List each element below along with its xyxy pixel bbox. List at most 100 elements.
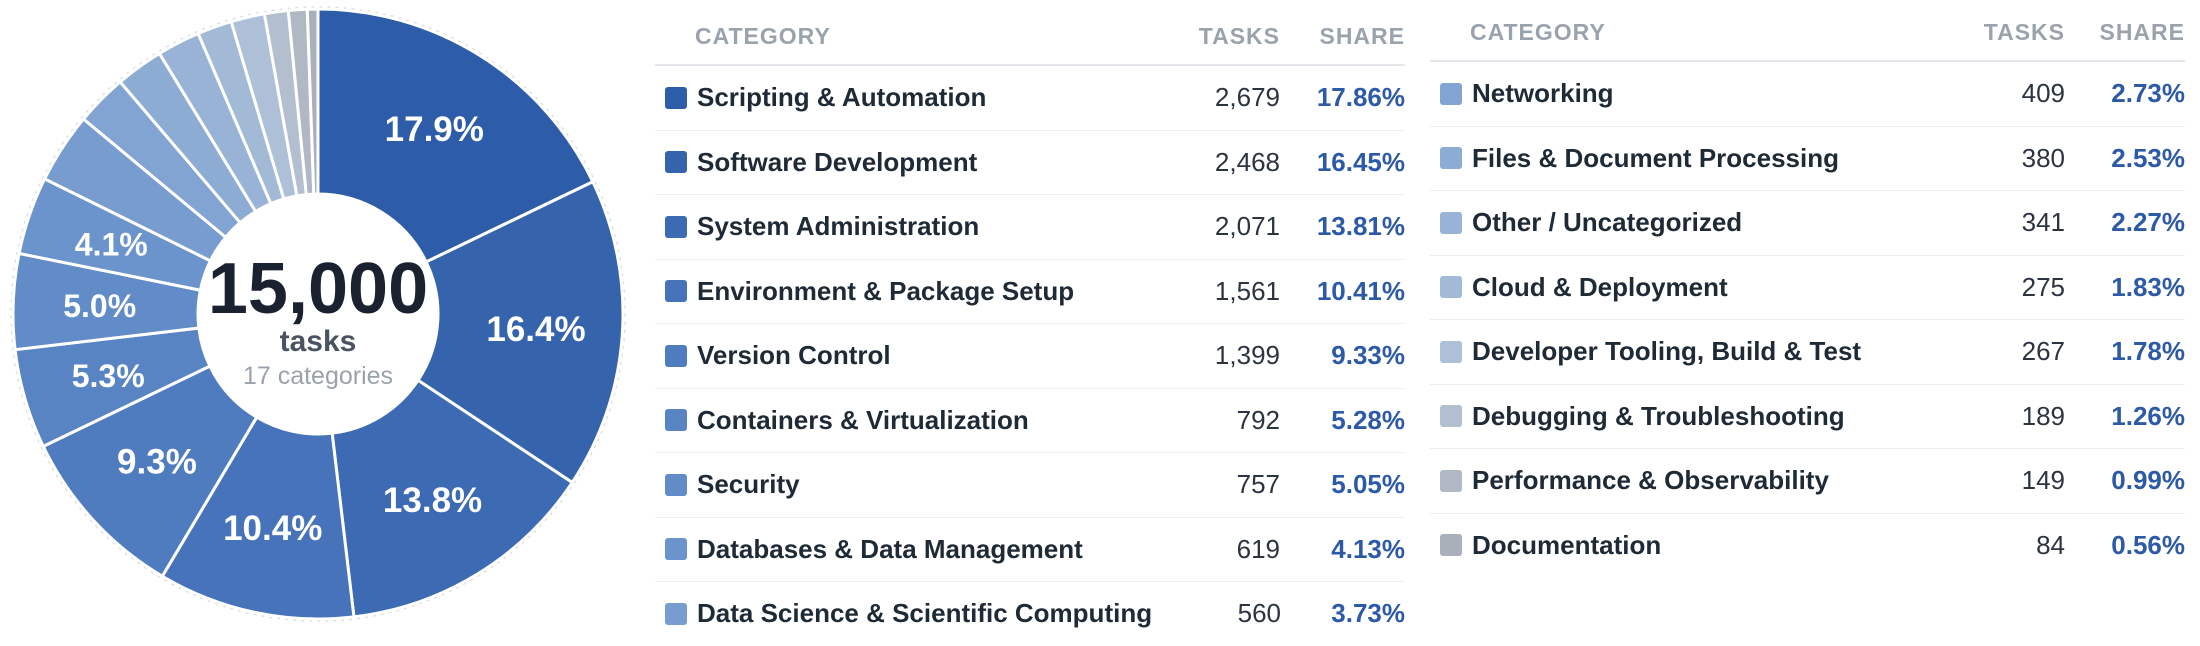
header-category: CATEGORY [695, 22, 831, 49]
row-category: Security [655, 469, 1150, 500]
share-percent: 1.78% [2111, 336, 2185, 367]
donut-outer-ring [10, 6, 626, 622]
task-count: 619 [1236, 533, 1280, 564]
color-swatch [1440, 82, 1462, 105]
share-percent: 0.56% [2111, 529, 2185, 560]
category-name: Data Science & Scientific Computing [697, 598, 1153, 629]
donut-slice [305, 7, 320, 196]
share-percent: 17.86% [1316, 82, 1405, 113]
category-name: Networking [1472, 78, 1614, 109]
color-swatch [1440, 405, 1462, 428]
table-row: System Administration 2,071 13.81% [655, 195, 1405, 260]
row-category: Environment & Package Setup [655, 276, 1150, 307]
slice-label: 17.9% [385, 110, 484, 149]
table-row: Environment & Package Setup 1,561 10.41% [655, 260, 1405, 324]
category-table-right: CATEGORY TASKS SHARE Networking 409 2.73% F… [1430, 4, 2185, 577]
donut-slice [330, 378, 575, 619]
task-count: 2,679 [1214, 82, 1280, 113]
center-total: 15,000 [208, 249, 428, 329]
row-category: Software Development [655, 147, 1150, 178]
table-row: Scripting & Automation 2,679 17.86% [655, 66, 1405, 131]
share-percent: 5.05% [1331, 469, 1405, 500]
header-tasks: TASKS [1983, 18, 2065, 45]
header-tasks: TASKS [1198, 22, 1280, 49]
color-swatch [665, 215, 687, 238]
table-header: CATEGORY TASKS SHARE [655, 8, 1405, 66]
category-name: Other / Uncategorized [1472, 207, 1743, 238]
table-row: Developer Tooling, Build & Test 267 1.78% [1430, 320, 2185, 385]
color-swatch [1440, 211, 1462, 234]
table-row: Containers & Virtualization 792 5.28% [655, 389, 1405, 453]
category-name: System Administration [697, 211, 980, 242]
table-header: CATEGORY TASKS SHARE [1430, 4, 2185, 62]
share-percent: 2.73% [2111, 78, 2185, 109]
share-percent: 1.83% [2111, 271, 2185, 302]
row-category: Developer Tooling, Build & Test [1430, 336, 1925, 367]
slice-label: 5.3% [72, 358, 145, 394]
share-percent: 13.81% [1316, 211, 1405, 242]
task-count: 189 [2021, 400, 2065, 431]
task-count: 267 [2021, 336, 2065, 367]
table-row: Performance & Observability 149 0.99% [1430, 449, 2185, 514]
color-swatch [665, 538, 687, 561]
color-swatch [1440, 534, 1462, 557]
table-row: Other / Uncategorized 341 2.27% [1430, 191, 2185, 256]
share-percent: 3.73% [1331, 598, 1405, 629]
color-swatch [665, 473, 687, 496]
donut-slice [160, 415, 356, 621]
color-swatch [665, 344, 687, 367]
header-share: SHARE [1319, 22, 1405, 49]
share-percent: 2.53% [2111, 142, 2185, 173]
task-count: 560 [1237, 598, 1282, 629]
table-row: Data Science & Scientific Computing 560 3.… [655, 582, 1405, 646]
table-row: Files & Document Processing 380 2.53% [1430, 127, 2185, 191]
color-swatch [665, 151, 687, 174]
category-name: Cloud & Deployment [1472, 271, 1728, 302]
share-percent: 1.26% [2111, 400, 2185, 431]
category-name: Security [697, 469, 800, 500]
share-percent: 9.33% [1331, 340, 1405, 371]
share-percent: 4.13% [1331, 533, 1405, 564]
row-category: Containers & Virtualization [655, 405, 1150, 436]
task-count: 84 [2036, 529, 2065, 560]
table-row: Networking 409 2.73% [1430, 62, 2185, 127]
color-swatch [1440, 469, 1462, 492]
slice-label: 4.1% [75, 226, 148, 262]
category-name: Containers & Virtualization [697, 404, 1029, 435]
row-category: Files & Document Processing [1430, 143, 1925, 174]
table-row: Version Control 1,399 9.33% [655, 324, 1405, 389]
color-swatch [1440, 147, 1462, 170]
table-row: Security 757 5.05% [655, 453, 1405, 518]
category-name: Documentation [1472, 529, 1662, 560]
category-name: Debugging & Troubleshooting [1472, 400, 1845, 431]
row-category: Scripting & Automation [655, 82, 1150, 113]
row-category: Networking [1430, 78, 1925, 109]
color-swatch [665, 602, 687, 625]
task-count: 149 [2021, 465, 2065, 496]
task-count: 380 [2021, 142, 2065, 173]
category-name: Databases & Data Management [697, 533, 1083, 564]
task-count: 1,399 [1214, 340, 1280, 371]
category-name: Scripting & Automation [697, 82, 987, 113]
category-name: Version Control [697, 340, 891, 371]
donut-slice [41, 364, 259, 579]
color-swatch [1440, 276, 1462, 299]
category-name: Software Development [697, 146, 978, 177]
share-percent: 10.41% [1316, 275, 1405, 306]
row-category: Version Control [655, 340, 1150, 371]
row-category: Databases & Data Management [655, 534, 1150, 565]
row-category: Debugging & Troubleshooting [1430, 401, 1925, 432]
task-count: 409 [2021, 78, 2065, 109]
table-row: Databases & Data Management 619 4.13% [655, 518, 1405, 582]
share-percent: 16.45% [1316, 146, 1405, 177]
task-count: 2,468 [1214, 146, 1280, 177]
center-subtitle: 17 categories [243, 362, 393, 390]
share-percent: 5.28% [1331, 404, 1405, 435]
color-swatch [1440, 340, 1462, 363]
row-category: Data Science & Scientific Computing [655, 598, 1152, 629]
category-name: Files & Document Processing [1472, 142, 1839, 173]
center-unit: tasks [280, 325, 357, 358]
task-count: 275 [2021, 271, 2065, 302]
row-category: System Administration [655, 211, 1150, 242]
header-category: CATEGORY [1470, 18, 1606, 45]
